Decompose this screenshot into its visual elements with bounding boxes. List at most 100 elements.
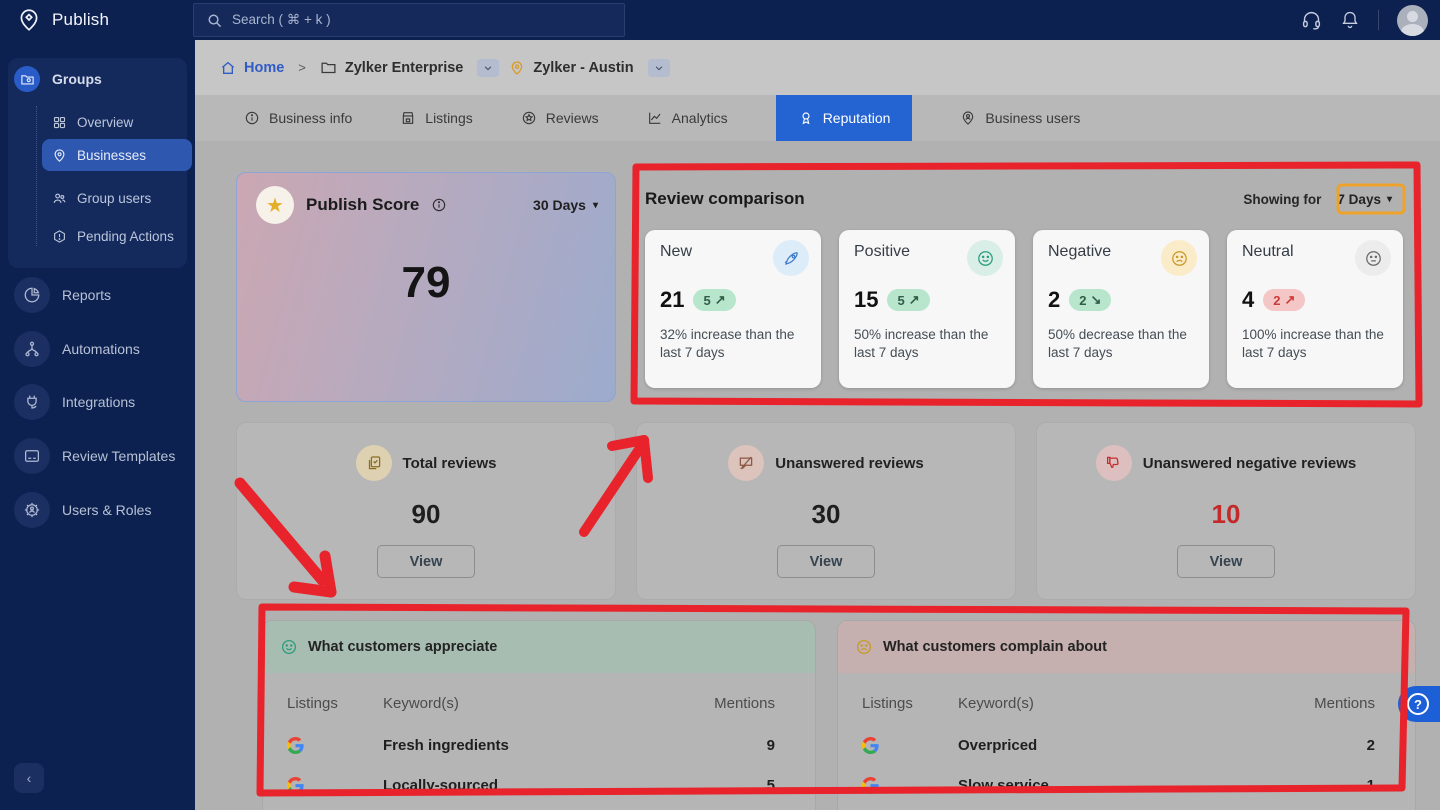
publish-score-card: ★ Publish Score 30 Days ▾ 79 [236,172,616,402]
frown-icon [856,639,872,655]
folder-icon [321,62,336,74]
question-icon: ? [1407,693,1429,715]
tab-analytics[interactable]: Analytics [647,95,728,141]
sidebar-item-label: Review Templates [62,448,176,464]
users-roles-gear-icon [14,492,50,528]
sidebar-collapse-button[interactable]: ‹ [14,763,44,793]
sidebar-item-integrations[interactable]: Integrations [14,384,135,420]
comparison-card-negative: Negative 2 2 ↘ 50% decrease than the las… [1033,230,1209,388]
businesses-pin-icon [54,148,65,162]
top-bar: Publish Search ( ⌘ + k ) [0,0,1440,40]
tab-reviews[interactable]: Reviews [521,95,599,141]
trend-arrow-icon: ↗ [714,292,726,307]
complain-table-title: What customers complain about [883,639,1107,655]
breadcrumb-group[interactable]: Zylker Enterprise [320,58,500,77]
group-dropdown-chevron-icon[interactable] [477,58,500,77]
breadcrumb-location[interactable]: Zylker - Austin [509,58,670,77]
neutral-face-icon [1355,240,1391,276]
sidebar-item-reports[interactable]: Reports [14,277,111,313]
showing-for-label: Showing for [1243,192,1322,207]
view-total-reviews-button[interactable]: View [377,545,475,578]
sidebar-item-label: Businesses [77,147,147,163]
tab-listings[interactable]: Listings [400,95,473,141]
notifications-bell-icon[interactable] [1340,10,1360,30]
overview-grid-icon [53,116,66,128]
comparison-card-new: New 21 5 ↗ 32% increase than the last 7 … [645,230,821,388]
integrations-plug-icon [14,384,50,420]
sidebar-item-users-roles[interactable]: Users & Roles [14,492,151,528]
home-icon [221,61,235,74]
trend-arrow-icon: ↘ [1090,292,1102,307]
rocket-icon [773,240,809,276]
sidebar-item-label: Reports [62,287,112,303]
stats-row: Total reviews 90 View Unanswered reviews… [236,422,1416,600]
view-unanswered-negative-button[interactable]: View [1177,545,1275,578]
table-row: Fresh ingredients 9 [263,725,815,765]
table-header-row: Listings Keyword(s) Mentions [287,694,775,712]
score-period-dropdown[interactable]: 30 Days ▾ [533,197,598,213]
sidebar-item-label: Users & Roles [62,502,152,518]
unanswered-reviews-value: 30 [811,499,841,529]
comparison-card-positive: Positive 15 5 ↗ 50% increase than the la… [839,230,1015,388]
unanswered-negative-reviews-value: 10 [1211,499,1241,529]
automations-branch-icon [14,331,50,367]
sidebar-item-group-users[interactable]: Group users [52,185,151,211]
view-unanswered-reviews-button[interactable]: View [777,545,875,578]
review-templates-card-icon [14,438,50,474]
business-users-icon [963,111,974,125]
info-icon[interactable] [431,197,447,213]
pending-actions-icon [54,229,65,243]
appreciate-table-card: What customers appreciate Listings Keywo… [262,620,816,810]
tab-reputation[interactable]: Reputation [775,95,913,141]
search-placeholder: Search ( ⌘ + k ) [232,12,331,27]
user-avatar[interactable] [1397,4,1428,36]
sidebar-item-review-templates[interactable]: Review Templates [14,438,175,474]
sidebar-item-groups[interactable]: Groups [14,66,102,92]
trend-pill: 2 ↗ [1263,289,1306,311]
reviews-doc-icon [355,445,392,481]
collapse-chevron-icon: ‹ [26,770,32,786]
breadcrumb: Home > Zylker Enterprise Zylker - Austin [195,40,1440,95]
review-comparison-title: Review comparison [645,189,805,208]
reputation-medal-icon [802,112,810,125]
search-input[interactable]: Search ( ⌘ + k ) [193,3,625,37]
groups-panel: Groups Overview Businesses Group users [8,58,192,268]
tab-business-info[interactable]: Business info [244,95,352,141]
unanswered-chat-icon [728,445,765,481]
thumbs-down-icon [1095,445,1132,481]
main-content: ★ Publish Score 30 Days ▾ 79 Review comp… [195,141,1440,810]
google-icon [263,736,383,754]
star-icon: ★ [256,186,294,224]
sidebar-item-label: Integrations [62,394,136,410]
app-logo: Publish [0,7,176,33]
comparison-card-neutral: Neutral 4 2 ↗ 100% increase than the las… [1227,230,1403,388]
publish-score-value: 79 [401,258,451,307]
unanswered-reviews-card: Unanswered reviews 30 View [636,422,1016,600]
support-headset-icon[interactable] [1301,10,1322,31]
sidebar-item-label: Group users [77,190,152,206]
groups-folder-icon [14,66,40,92]
sidebar-item-overview[interactable]: Overview [52,109,133,135]
tab-business-users[interactable]: Business users [960,95,1080,141]
sidebar-item-automations[interactable]: Automations [14,331,140,367]
complain-table-card: What customers complain about Listings K… [837,620,1416,810]
trend-arrow-icon: ↗ [1284,292,1296,307]
google-icon [838,776,958,794]
sidebar-item-label: Automations [62,341,140,357]
breadcrumb-separator: > [298,60,306,75]
location-dropdown-chevron-icon[interactable] [647,58,670,77]
location-pin-icon [512,60,523,75]
publish-logo-icon [16,7,42,33]
breadcrumb-home[interactable]: Home [220,60,284,76]
sidebar-item-businesses[interactable]: Businesses [42,139,192,171]
sidebar: Groups Overview Businesses Group users [0,40,195,810]
google-icon [838,736,958,754]
sidebar-item-pending-actions[interactable]: Pending Actions [52,223,174,249]
trend-pill: 5 ↗ [887,289,930,311]
help-button[interactable]: ? [1398,686,1440,722]
appreciate-table-title: What customers appreciate [308,639,498,655]
sidebar-item-label: Pending Actions [77,228,174,244]
smiley-icon [967,240,1003,276]
app-title: Publish [52,10,110,29]
period-dropdown[interactable]: 7 Days ▾ [1337,192,1392,207]
